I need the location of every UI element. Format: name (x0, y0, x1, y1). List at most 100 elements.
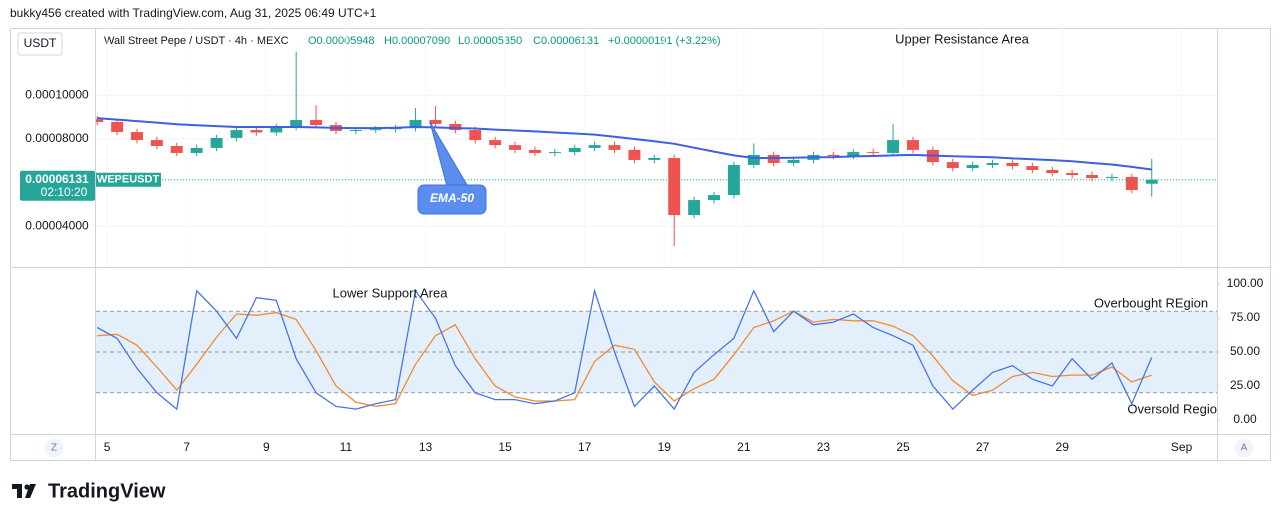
candle-body (946, 162, 959, 168)
candle-body (528, 149, 541, 153)
candle-body (986, 162, 999, 165)
candle-body (190, 147, 203, 153)
currency-label[interactable]: USDT (24, 36, 57, 50)
y-tick-label: 0.00004000 (25, 218, 89, 232)
candle-body (1006, 162, 1019, 167)
y-tick-label: 100.00 (1227, 276, 1264, 290)
candle-body (747, 154, 760, 165)
candle-body (887, 140, 900, 153)
y-tick-label: 0.00008000 (25, 131, 89, 145)
candle-body (1026, 166, 1039, 170)
candle-body (96, 119, 104, 122)
candle-body (727, 164, 740, 196)
candle-body (230, 130, 243, 138)
candle-body (1125, 176, 1138, 191)
x-tick-label: 13 (419, 440, 433, 454)
candle-body (688, 200, 701, 216)
candle-body (588, 145, 601, 148)
header-credit: bukky456 created with TradingView.com, A… (10, 6, 377, 20)
ohlc-close: C0.00006131 (533, 35, 599, 47)
candle-body (787, 159, 800, 163)
annotation: Lower Support Area (333, 285, 449, 300)
x-tick-label: 27 (976, 440, 990, 454)
zoom-button-label[interactable]: Z (51, 443, 57, 454)
oscillator-line (96, 288, 1153, 411)
candle-body (867, 152, 880, 154)
candle-body (409, 120, 422, 129)
ohlc-low: L0.00005350 (458, 35, 522, 47)
zoom-button[interactable] (45, 439, 63, 457)
y-tick-label: 75.00 (1230, 310, 1260, 324)
y-tick-label: 0.00010000 (25, 88, 89, 102)
price-tag (20, 170, 95, 201)
candle-body (250, 130, 263, 133)
candle-body (648, 157, 661, 160)
oscillator-pane (96, 288, 1153, 411)
price-pane (96, 28, 1217, 267)
candle-body (628, 149, 641, 160)
logo-slash (25, 484, 36, 498)
x-tick-label: Sep (1171, 440, 1193, 454)
symbol-info: Wall Street Pepe / USDT · 4h · MEXC (104, 35, 289, 47)
y-tick-label: 50.00 (1230, 344, 1260, 358)
logo-dot (24, 484, 30, 490)
candle-body (608, 145, 621, 150)
x-tick-label: 5 (104, 440, 111, 454)
auto-button-label[interactable]: A (1241, 443, 1248, 454)
ema-callout-label: EMA-50 (430, 191, 474, 205)
candle-body (489, 140, 502, 146)
candle-body (1086, 174, 1099, 179)
auto-button[interactable] (1235, 439, 1253, 457)
level-label: Oversold Regio (1127, 401, 1217, 416)
candle-body (210, 137, 223, 148)
candle-body (827, 154, 840, 157)
x-tick-label: 19 (658, 440, 672, 454)
price-tag-value: 0.00006131 (25, 172, 89, 186)
candle-body (1066, 173, 1079, 175)
ohlc-open: O0.00005948 (308, 35, 375, 47)
ema-line (97, 117, 1152, 171)
candle-body (1046, 169, 1059, 174)
candle-body (568, 147, 581, 153)
level-label: Overbought REgion (1094, 295, 1208, 310)
candle-body (270, 127, 283, 133)
candle-body (290, 120, 303, 128)
frame (10, 28, 1271, 461)
currency-button[interactable] (17, 32, 63, 56)
candle-body (150, 140, 163, 146)
candle-body (111, 121, 124, 133)
candle-body (1105, 176, 1118, 179)
candle-body (509, 145, 522, 150)
candle-body (369, 129, 382, 131)
legend: Wall Street Pepe / USDT · 4h · MEXC O0.0… (104, 35, 721, 47)
symbol-tag (96, 172, 161, 187)
footer-brand: TradingView (48, 480, 166, 502)
x-tick-label: 11 (340, 440, 353, 454)
candle-body (449, 123, 462, 131)
logo-mark (12, 484, 22, 498)
x-tick-label: 9 (263, 440, 270, 454)
ema-callout (417, 184, 487, 215)
candle-body (1145, 179, 1158, 184)
candle-body (131, 132, 143, 141)
y-tick-label: 25.00 (1230, 378, 1260, 392)
x-tick-label: 23 (817, 440, 831, 454)
footer-logo: TradingView (12, 480, 166, 502)
candle-body (548, 152, 561, 154)
x-tick-label: 29 (1056, 440, 1070, 454)
candle-body (469, 130, 482, 141)
candle-body (429, 120, 442, 124)
candle-body (907, 140, 919, 150)
symbol-tag-label: WEPEUSDT (97, 174, 160, 186)
candle-body (966, 164, 979, 168)
oscillator-line (97, 310, 1152, 408)
x-tick-label: 25 (896, 440, 910, 454)
x-tick-label: 17 (578, 440, 592, 454)
candle-body (847, 152, 860, 157)
ohlc-high: H0.00007090 (384, 35, 450, 47)
candle-body (170, 145, 183, 153)
candle-body (349, 130, 362, 132)
candle-body (310, 120, 323, 126)
